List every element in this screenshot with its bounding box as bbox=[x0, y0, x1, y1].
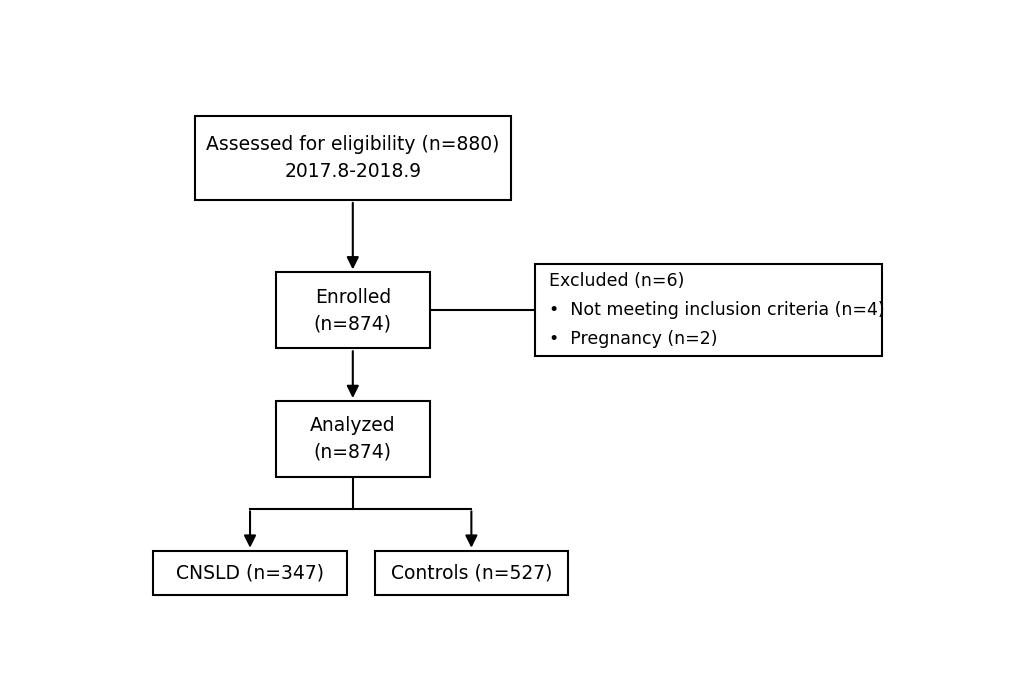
Text: CNSLD (n=347): CNSLD (n=347) bbox=[176, 563, 324, 582]
Text: Analyzed
(n=874): Analyzed (n=874) bbox=[310, 416, 395, 462]
FancyBboxPatch shape bbox=[275, 272, 429, 349]
FancyBboxPatch shape bbox=[534, 265, 881, 356]
Text: Excluded (n=6)
•  Not meeting inclusion criteria (n=4)
•  Pregnancy (n=2): Excluded (n=6) • Not meeting inclusion c… bbox=[548, 272, 883, 349]
FancyBboxPatch shape bbox=[195, 116, 511, 200]
FancyBboxPatch shape bbox=[153, 550, 346, 595]
Text: Controls (n=527): Controls (n=527) bbox=[390, 563, 551, 582]
Text: Assessed for eligibility (n=880)
2017.8-2018.9: Assessed for eligibility (n=880) 2017.8-… bbox=[206, 135, 499, 181]
FancyBboxPatch shape bbox=[275, 401, 429, 477]
FancyBboxPatch shape bbox=[374, 550, 568, 595]
Text: Enrolled
(n=874): Enrolled (n=874) bbox=[314, 288, 391, 333]
